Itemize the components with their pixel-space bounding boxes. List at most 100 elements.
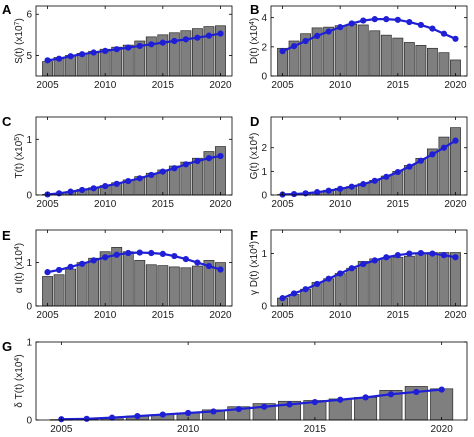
point-2006 xyxy=(290,43,298,50)
point-2017 xyxy=(362,394,369,401)
point-2014 xyxy=(148,171,155,179)
x-tick-label-2015: 2015 xyxy=(387,80,410,91)
point-2010 xyxy=(102,47,109,54)
y-tick-label-6: 6 xyxy=(26,10,32,21)
y-axis-label-text: δ T(t) (x10 xyxy=(14,361,25,408)
bar-2012 xyxy=(357,24,369,77)
point-2020 xyxy=(452,137,459,144)
point-2007 xyxy=(302,286,309,293)
y-axis-label-text: T(t) (x10 xyxy=(14,140,25,178)
axes-box xyxy=(270,5,468,77)
point-2017 xyxy=(182,161,189,168)
model-line xyxy=(47,154,221,196)
y-axis-label-close: ) xyxy=(249,241,260,244)
point-2009 xyxy=(325,275,332,282)
bar-2018 xyxy=(191,265,203,307)
bar-2018 xyxy=(426,252,438,307)
point-2020 xyxy=(217,30,224,37)
point-2006 xyxy=(55,190,63,197)
point-2007 xyxy=(67,53,74,60)
point-2017 xyxy=(417,21,424,29)
point-2017 xyxy=(182,256,189,263)
point-2014 xyxy=(383,254,390,261)
y-axis-label: D(t) (x104) xyxy=(249,18,261,64)
y-axis-label-exponent: 4 xyxy=(249,244,256,248)
point-2011 xyxy=(348,20,355,27)
y-tick-label-1: 1 xyxy=(26,258,32,269)
point-2013 xyxy=(261,403,268,410)
point-2016 xyxy=(406,163,413,170)
point-2008 xyxy=(79,51,86,58)
bar-2014 xyxy=(380,34,392,77)
x-tick-label-2020: 2020 xyxy=(209,199,232,210)
bar-2009 xyxy=(323,278,335,307)
point-2010 xyxy=(337,270,344,277)
model-line xyxy=(61,388,442,421)
x-tick-label-2015: 2015 xyxy=(304,424,327,435)
point-2006 xyxy=(83,415,90,422)
point-2015 xyxy=(394,252,401,259)
point-2007 xyxy=(108,414,116,421)
panel-letter: B xyxy=(250,2,259,17)
point-2007 xyxy=(302,190,309,197)
bars xyxy=(42,146,226,196)
point-2008 xyxy=(79,260,86,267)
point-2014 xyxy=(148,249,155,257)
y-axis-label-text: G(t) (x10 xyxy=(249,139,260,179)
point-2010 xyxy=(185,409,192,417)
markers xyxy=(44,30,224,64)
x-tick-label-2010: 2010 xyxy=(94,199,117,210)
point-2019 xyxy=(440,30,448,37)
markers xyxy=(279,249,459,302)
y-axis-label-close: ) xyxy=(249,18,260,21)
panel-letter: E xyxy=(2,228,11,243)
point-2014 xyxy=(148,41,155,48)
axes-box xyxy=(35,341,468,421)
point-2018 xyxy=(429,250,436,257)
point-2006 xyxy=(290,290,298,297)
x-tick-label-2015: 2015 xyxy=(152,199,175,210)
point-2016 xyxy=(171,37,178,45)
y-tick-label-0: 0 xyxy=(261,302,267,313)
point-2005 xyxy=(279,295,286,302)
point-2017 xyxy=(182,36,189,43)
y-axis-label-close: ) xyxy=(249,133,260,136)
x-tick-label-2005: 2005 xyxy=(36,80,59,91)
bar-2016 xyxy=(403,42,415,77)
y-axis-label-exponent: 7 xyxy=(14,21,21,25)
point-2006 xyxy=(290,190,298,198)
x-tick-label-2020: 2020 xyxy=(209,310,232,321)
panel-f: 2005 2010 2015 2020 0 1γ D(t) (x104)F xyxy=(249,228,468,321)
panel-letter: C xyxy=(2,114,12,129)
bar-2018 xyxy=(426,47,438,77)
point-2017 xyxy=(417,157,424,164)
x-tick-label-2015: 2015 xyxy=(152,80,175,91)
point-2016 xyxy=(171,165,178,172)
bar-2013 xyxy=(369,258,381,307)
point-2016 xyxy=(406,250,413,257)
point-2016 xyxy=(406,18,413,26)
bar-2020 xyxy=(450,252,461,307)
point-2011 xyxy=(113,251,120,258)
point-2019 xyxy=(413,388,420,396)
point-2013 xyxy=(136,42,143,50)
x-tick-label-2005: 2005 xyxy=(271,199,294,210)
point-2014 xyxy=(383,16,390,23)
bar-2016 xyxy=(403,255,415,307)
point-2008 xyxy=(314,280,321,288)
point-2018 xyxy=(429,25,436,32)
point-2018 xyxy=(194,34,201,41)
bar-2014 xyxy=(380,257,392,307)
point-2016 xyxy=(337,396,344,403)
bar-2017 xyxy=(415,45,427,77)
point-2011 xyxy=(348,183,355,190)
point-2011 xyxy=(348,265,355,272)
point-2015 xyxy=(394,16,401,23)
point-2018 xyxy=(194,157,201,165)
panel-a: 2005 2010 2015 2020 5 6S(t) (x107)A xyxy=(2,2,233,91)
x-tick-label-2020: 2020 xyxy=(431,424,454,435)
y-axis-label: α I(t) (x104) xyxy=(14,243,26,293)
point-2012 xyxy=(360,260,367,268)
point-2009 xyxy=(90,257,97,264)
y-tick-label-1: 1 xyxy=(261,249,267,260)
